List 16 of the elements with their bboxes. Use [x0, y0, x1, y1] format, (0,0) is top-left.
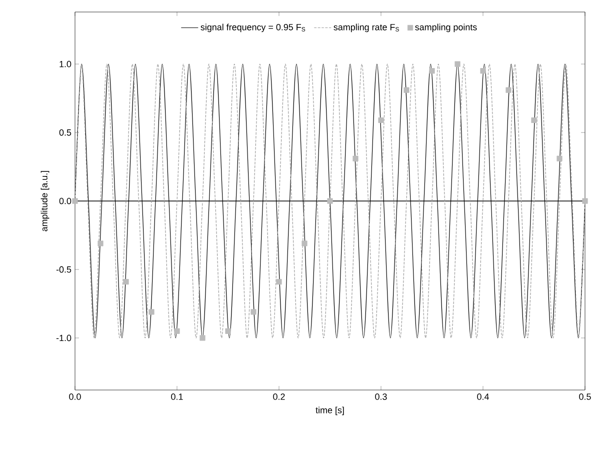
x-tick-label: 0.0 — [69, 394, 81, 400]
legend-label: sampling rate F$_{S}$ — [334, 24, 399, 32]
x-tick-label: 0.5 — [579, 394, 591, 400]
legend-label: sampling points — [415, 24, 477, 32]
y-tick-label: -0.5 — [56, 266, 72, 273]
y-tick-label: 0.5 — [59, 129, 72, 136]
y-axis-title: amplitude [a.u.] — [40, 170, 50, 232]
x-tick-label: 0.3 — [375, 394, 387, 400]
x-tick-label: 0.1 — [171, 394, 183, 400]
x-tick-label: 0.4 — [477, 394, 489, 400]
y-tick-label: 1.0 — [60, 60, 72, 68]
y-tick-label: -1.0 — [56, 334, 72, 342]
x-tick-label: 0.2 — [273, 394, 285, 400]
x-axis-title: time [s] — [316, 406, 344, 416]
y-tick-label: 0.0 — [59, 198, 72, 204]
legend-label: signal frequency = 0.95 F$_{S}$ — [200, 24, 306, 32]
